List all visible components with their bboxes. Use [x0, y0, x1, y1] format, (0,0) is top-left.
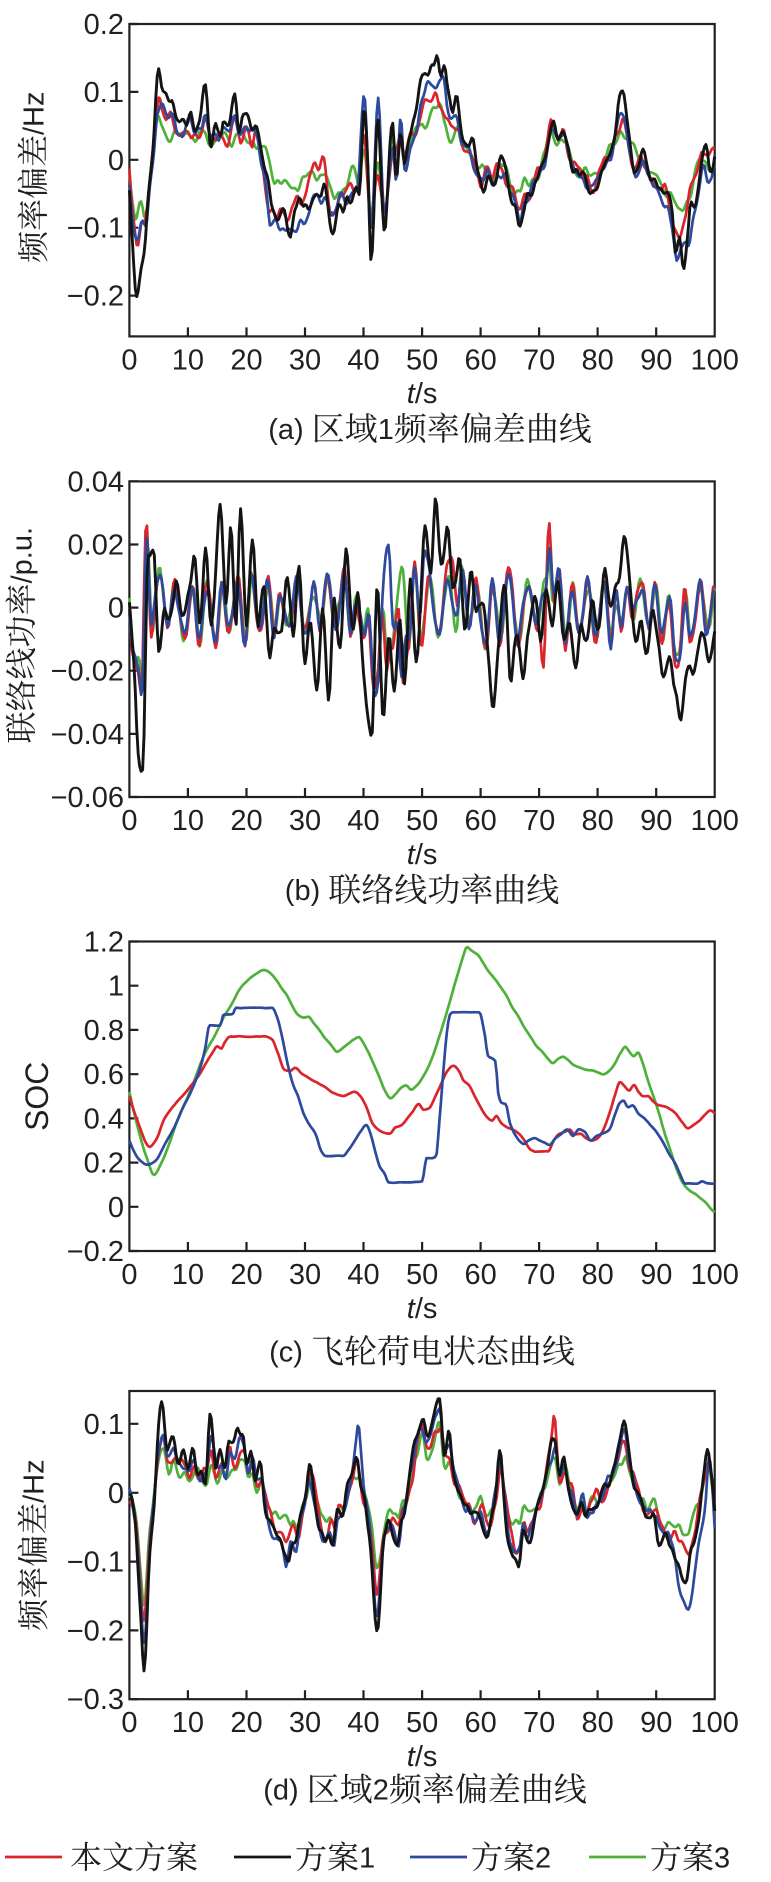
svg-text:0: 0: [108, 1478, 124, 1510]
svg-text:30: 30: [289, 805, 321, 837]
svg-text:0: 0: [121, 1259, 137, 1291]
svg-text:60: 60: [464, 1259, 496, 1291]
svg-text:40: 40: [347, 1259, 379, 1291]
svg-text:0.1: 0.1: [84, 77, 124, 109]
svg-text:0.02: 0.02: [68, 530, 124, 562]
svg-text:−0.04: −0.04: [51, 719, 124, 751]
svg-text:0: 0: [121, 344, 137, 376]
svg-text:80: 80: [581, 805, 613, 837]
svg-text:0: 0: [108, 593, 124, 625]
svg-text:−0.2: −0.2: [67, 1615, 124, 1647]
svg-text:2: 2: [373, 1775, 389, 1807]
svg-text:80: 80: [581, 344, 613, 376]
svg-text:0.2: 0.2: [84, 9, 124, 41]
svg-text:90: 90: [640, 1259, 672, 1291]
svg-text:90: 90: [640, 1707, 672, 1739]
svg-text:1.2: 1.2: [84, 927, 124, 959]
svg-text:−0.06: −0.06: [51, 782, 124, 814]
svg-text:90: 90: [640, 344, 672, 376]
svg-text:100: 100: [691, 805, 739, 837]
svg-text:3: 3: [714, 1843, 730, 1875]
svg-text:10: 10: [172, 1259, 204, 1291]
svg-text:80: 80: [581, 1707, 613, 1739]
svg-text:10: 10: [172, 344, 204, 376]
svg-text:/Hz: /Hz: [19, 92, 51, 136]
svg-text:0.04: 0.04: [68, 466, 124, 498]
svg-text:40: 40: [347, 1707, 379, 1739]
svg-text:/Hz: /Hz: [19, 1459, 51, 1503]
svg-text:t/s: t/s: [407, 378, 438, 410]
svg-text:20: 20: [230, 1707, 262, 1739]
svg-text:−0.3: −0.3: [67, 1684, 124, 1716]
svg-text:0.4: 0.4: [84, 1103, 124, 1135]
svg-text:0: 0: [121, 1707, 137, 1739]
svg-text:50: 50: [406, 1259, 438, 1291]
svg-text:70: 70: [523, 805, 555, 837]
svg-text:20: 20: [230, 1259, 262, 1291]
svg-text:70: 70: [523, 1259, 555, 1291]
svg-text:40: 40: [347, 805, 379, 837]
svg-text:60: 60: [464, 1707, 496, 1739]
svg-text:1: 1: [359, 1843, 375, 1875]
svg-text:30: 30: [289, 344, 321, 376]
svg-text:60: 60: [464, 344, 496, 376]
svg-text:−0.1: −0.1: [67, 1547, 124, 1579]
svg-text:50: 50: [406, 1707, 438, 1739]
svg-text:60: 60: [464, 805, 496, 837]
svg-text:t/s: t/s: [407, 839, 438, 871]
svg-text:50: 50: [406, 805, 438, 837]
svg-text:0: 0: [108, 145, 124, 177]
svg-text:80: 80: [581, 1259, 613, 1291]
svg-text:20: 20: [230, 344, 262, 376]
svg-text:30: 30: [289, 1259, 321, 1291]
svg-text:100: 100: [691, 1707, 739, 1739]
svg-text:−0.2: −0.2: [67, 281, 124, 313]
svg-text:0.8: 0.8: [84, 1015, 124, 1047]
svg-text:0: 0: [121, 805, 137, 837]
svg-text:(b): (b): [285, 875, 320, 907]
svg-text:50: 50: [406, 344, 438, 376]
svg-text:(a): (a): [268, 414, 303, 446]
svg-text:10: 10: [172, 1707, 204, 1739]
svg-text:70: 70: [523, 1707, 555, 1739]
svg-text:(c): (c): [269, 1337, 303, 1369]
svg-text:t/s: t/s: [407, 1293, 438, 1325]
svg-text:−0.02: −0.02: [51, 656, 124, 688]
svg-text:30: 30: [289, 1707, 321, 1739]
svg-text:1: 1: [108, 971, 124, 1003]
svg-text:0.6: 0.6: [84, 1059, 124, 1091]
svg-text:70: 70: [523, 344, 555, 376]
svg-text:/p.u.: /p.u.: [7, 527, 39, 583]
svg-text:10: 10: [172, 805, 204, 837]
svg-text:2: 2: [535, 1843, 551, 1875]
svg-text:0: 0: [108, 1192, 124, 1224]
svg-text:100: 100: [691, 344, 739, 376]
svg-text:0.1: 0.1: [84, 1409, 124, 1441]
svg-text:40: 40: [347, 344, 379, 376]
svg-text:(d): (d): [263, 1775, 298, 1807]
svg-text:90: 90: [640, 805, 672, 837]
svg-text:20: 20: [230, 805, 262, 837]
svg-text:0.2: 0.2: [84, 1148, 124, 1180]
svg-text:−0.2: −0.2: [67, 1236, 124, 1268]
svg-text:1: 1: [378, 414, 394, 446]
svg-text:100: 100: [691, 1259, 739, 1291]
svg-text:−0.1: −0.1: [67, 213, 124, 245]
svg-text:SOC: SOC: [19, 1062, 55, 1131]
svg-text:t/s: t/s: [407, 1741, 438, 1773]
